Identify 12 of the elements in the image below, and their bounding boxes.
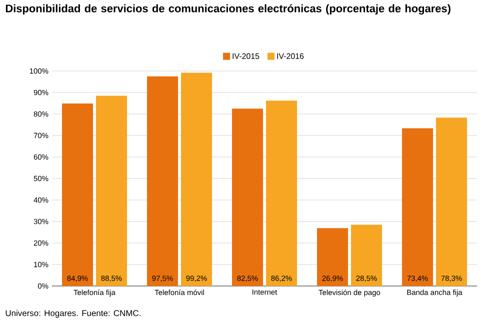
bar [147, 76, 178, 286]
chart-title: Disponibilidad de servicios de comunicaciones electrónicas (porcentaje de hogares) [6, 4, 450, 15]
bar [436, 118, 468, 286]
bar [351, 224, 382, 286]
bar [62, 103, 93, 286]
bar [402, 128, 434, 286]
bar [266, 100, 298, 286]
text: Universo: Hogares. Fuente: CNMC. [6, 310, 140, 318]
bar [96, 96, 127, 286]
bar [181, 72, 212, 286]
bar [232, 108, 263, 286]
bar [317, 228, 348, 286]
